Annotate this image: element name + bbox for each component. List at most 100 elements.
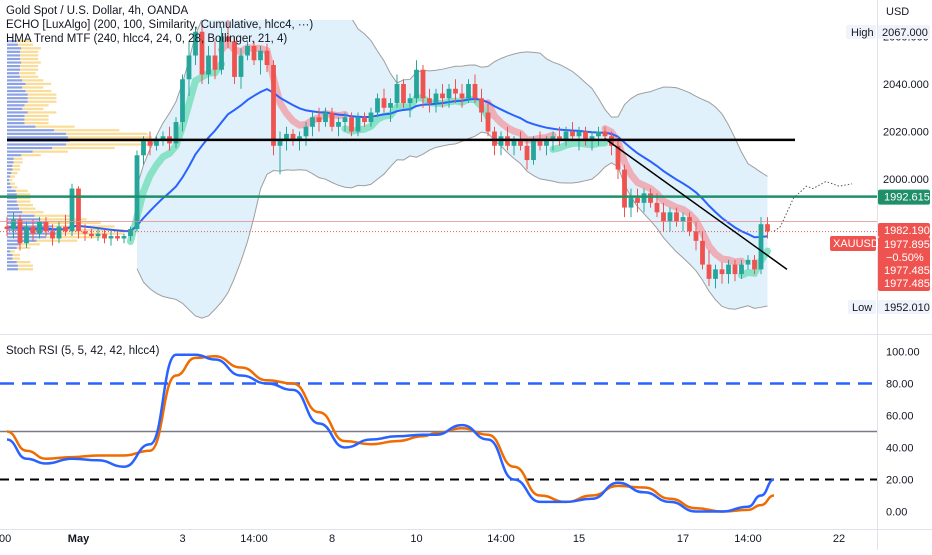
prev-close-box: [878, 223, 930, 237]
volume-profile-bar-orange: [19, 207, 36, 210]
volume-profile-bar-orange: [56, 228, 124, 232]
time-tick-label: 8:00: [0, 533, 11, 545]
candle-body: [225, 36, 231, 42]
volume-profile-bar-orange: [27, 93, 57, 96]
volume-profile-bar-blue: [7, 154, 22, 157]
volume-profile-bar-blue: [7, 161, 14, 164]
volume-profile-bar-orange: [20, 54, 39, 57]
candle-body: [654, 202, 660, 213]
stoch-pane: [0, 353, 877, 513]
volume-profile-bar-orange: [27, 97, 57, 100]
candle-body: [440, 93, 445, 99]
candle-body: [134, 155, 140, 229]
stoch-k-line: [6, 353, 775, 513]
volume-profile-bar-orange: [27, 111, 57, 114]
hma-indicator-legend[interactable]: HMA Trend MTF (240, hlcc4, 24, 0, 28, Bo…: [6, 33, 288, 45]
volume-profile-bar-blue: [7, 65, 21, 68]
volume-profile-bar-blue: [7, 129, 55, 132]
volume-profile-bar-blue: [7, 47, 22, 50]
volume-profile-bar-blue: [7, 68, 21, 71]
volume-profile-bar-blue: [7, 143, 66, 146]
candle-body: [375, 98, 380, 113]
volume-profile-bar-blue: [7, 72, 20, 75]
stoch-rsi-title[interactable]: Stoch RSI (5, 5, 42, 42, hlcc4): [6, 345, 160, 357]
volume-profile-bar-blue: [7, 157, 14, 160]
volume-profile-bar-orange: [10, 250, 15, 253]
volume-profile-bar-orange: [12, 168, 20, 171]
candle-body: [89, 233, 94, 237]
echo-indicator-legend[interactable]: ECHO [LuxAlgo] (200, 100, Similarity, Cu…: [6, 19, 314, 31]
volume-profile-bar-blue: [7, 218, 41, 221]
volume-profile-bar-orange: [46, 236, 101, 239]
volume-profile-bar-orange: [20, 68, 39, 71]
candle-body: [466, 84, 471, 99]
volume-profile-bar-blue: [7, 75, 21, 78]
candle-body: [648, 193, 653, 203]
candle-body: [82, 231, 88, 234]
volume-profile-bar-orange: [34, 214, 73, 217]
candle-body: [732, 264, 738, 275]
bollinger-band-fill: [137, 20, 768, 319]
candle-body: [56, 226, 62, 239]
symbol-title[interactable]: Gold Spot / U.S. Dollar, 4h, OANDA: [6, 5, 189, 17]
candle-body: [602, 131, 608, 137]
candle-body: [719, 269, 725, 275]
volume-profile-bar-orange: [17, 203, 33, 207]
volume-profile-bar-orange: [13, 157, 23, 160]
price-tick-label: 2000.000: [883, 174, 929, 186]
stoch-rsi-legend[interactable]: Stoch RSI (5, 5, 42, 42, hlcc4): [6, 344, 159, 358]
stoch-d-line: [6, 355, 775, 513]
candle-body: [459, 93, 465, 99]
volume-profile-bar-orange: [13, 161, 23, 164]
volume-profile-bar-blue: [7, 246, 17, 249]
volume-profile-bar-blue: [7, 50, 21, 53]
volume-profile-bar-orange: [16, 261, 31, 264]
low-label: Low: [852, 302, 872, 314]
volume-profile-bar-orange: [67, 136, 153, 139]
candle-body: [17, 219, 23, 244]
volume-profile-bar-blue: [7, 100, 28, 103]
volume-profile-bar-orange: [36, 239, 78, 242]
candle-body: [355, 117, 361, 132]
countdown-value-b: 1977.485: [884, 278, 930, 290]
volume-profile-bar-blue: [7, 89, 26, 93]
time-tick-label: 10: [410, 533, 422, 545]
candle-body: [329, 112, 335, 127]
candle-body: [30, 226, 36, 234]
candle-body: [752, 259, 757, 270]
candle-body: [635, 198, 640, 203]
high-value: 2067.000: [882, 27, 928, 39]
volume-profile-bar-orange: [24, 114, 49, 118]
price-tick-label: 2040.000: [883, 79, 929, 91]
volume-profile-bar-orange: [16, 200, 31, 203]
volume-profile-bar-blue: [7, 196, 17, 200]
stoch-tick-label: 60.00: [886, 411, 914, 423]
candle-body: [615, 145, 621, 170]
candle-body: [524, 145, 530, 161]
volume-profile-bar-blue: [7, 114, 25, 118]
candle-body: [583, 131, 588, 142]
volume-profile-bar-blue: [7, 179, 10, 182]
candle-body: [674, 212, 679, 222]
candle-body: [576, 131, 582, 137]
candle-body: [95, 233, 101, 237]
currency-label: USD: [886, 6, 910, 18]
volume-profile-bar-blue: [7, 164, 13, 167]
candle-body: [199, 31, 205, 75]
stoch-tick-label: 0.00: [886, 507, 907, 519]
volume-profile-bar-orange: [40, 218, 87, 221]
volume-profile-bar-orange: [20, 243, 40, 246]
candle-body: [745, 259, 751, 265]
volume-profile-bar-orange: [10, 182, 15, 185]
volume-profile-bar-orange: [17, 268, 33, 271]
time-tick-label: 15: [573, 533, 585, 545]
high-label: High: [851, 27, 874, 39]
volume-profile-bar-orange: [12, 257, 20, 260]
candle-body: [537, 141, 543, 146]
candle-body: [453, 88, 458, 94]
candle-body: [433, 93, 439, 104]
volume-profile-bar-orange: [21, 154, 41, 157]
volume-profile-bar-orange: [17, 264, 33, 267]
